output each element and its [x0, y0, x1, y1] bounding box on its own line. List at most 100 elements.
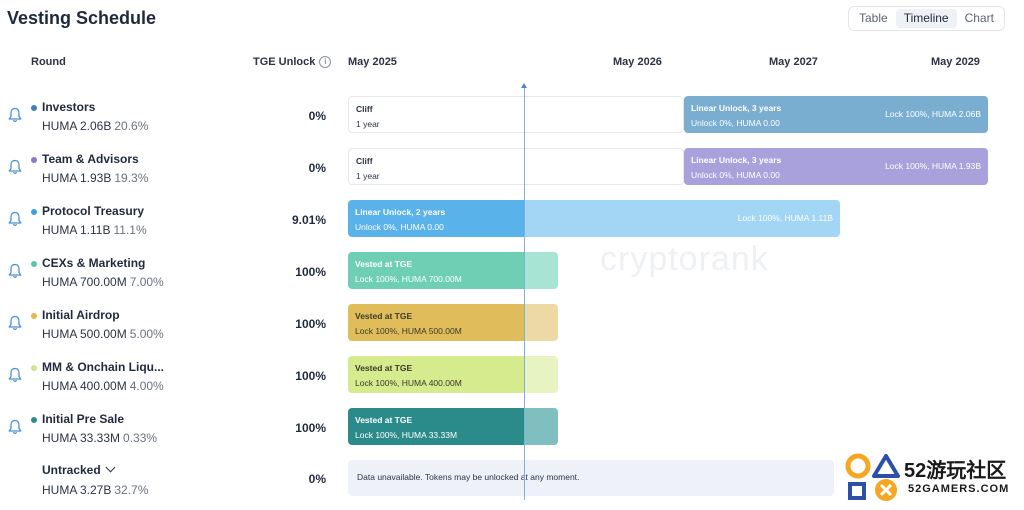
tge-unlock-label: TGE Unlock: [253, 56, 316, 68]
round-name: Initial Pre Sale: [42, 412, 125, 426]
round-amount: HUMA 2.06B 20.6%: [42, 119, 148, 133]
round-color-dot: [31, 313, 37, 319]
segment-subtitle: Lock 100%, HUMA 700.00M: [355, 274, 462, 284]
chevron-down-icon: [105, 462, 116, 473]
segment-lock-info: Lock 100%, HUMA 1.93B: [885, 161, 981, 171]
bell-icon[interactable]: [8, 263, 22, 279]
linear-unlock-segment[interactable]: Linear Unlock, 3 years Unlock 0%, HUMA 0.…: [684, 96, 988, 133]
vested-segment[interactable]: Vested at TGE Lock 100%, HUMA 400.00M: [348, 356, 558, 393]
tge-unlock-column-header: TGE Unlock i: [253, 56, 332, 68]
amount-percent: 5.00%: [129, 327, 164, 341]
amount-value: HUMA 500.00M: [42, 327, 127, 341]
page-title: Vesting Schedule: [7, 8, 157, 28]
tge-unlock-value: 0%: [308, 161, 326, 175]
bell-icon[interactable]: [8, 367, 22, 383]
amount-value: HUMA 33.33M: [42, 431, 121, 445]
bell-icon[interactable]: [8, 211, 22, 227]
vested-segment[interactable]: Vested at TGE Lock 100%, HUMA 700.00M: [348, 252, 558, 289]
logo-shapes-icon: [845, 453, 900, 501]
amount-value: HUMA 3.27B: [42, 483, 112, 497]
round-amount: HUMA 3.27B 32.7%: [42, 483, 148, 497]
linear-unlock-segment[interactable]: Linear Unlock, 2 years Unlock 0%, HUMA 0.…: [348, 200, 840, 237]
tge-unlock-value: 9.01%: [291, 213, 326, 227]
segment-subtitle: Lock 100%, HUMA 400.00M: [355, 378, 462, 388]
amount-percent: 7.00%: [129, 275, 164, 289]
amount-percent: 11.1%: [113, 223, 147, 237]
round-color-dot: [31, 209, 37, 215]
amount-value: HUMA 400.00M: [42, 379, 127, 393]
segment-subtitle: Unlock 0%, HUMA 0.00: [355, 222, 444, 232]
amount-percent: 4.00%: [129, 379, 164, 393]
tge-unlock-value: 100%: [295, 265, 326, 279]
round-name: Initial Airdrop: [42, 308, 120, 322]
amount-value: HUMA 1.11B: [42, 223, 111, 237]
segment-subtitle: Lock 100%, HUMA 33.33M: [355, 430, 458, 440]
vesting-row: CEXs & Marketing HUMA 700.00M 7.00% 100%: [0, 256, 1024, 308]
tge-unlock-value: 100%: [295, 421, 326, 435]
amount-percent: 19.3%: [114, 171, 149, 185]
round-column-header: Round: [31, 56, 66, 68]
round-name: CEXs & Marketing: [42, 256, 146, 270]
vesting-row: MM & Onchain Liqu... HUMA 400.00M 4.00% 100…: [0, 360, 1024, 412]
segment-title: Cliff: [356, 104, 373, 114]
today-marker-arrow-icon: [521, 83, 527, 88]
linear-unlock-segment[interactable]: Linear Unlock, 3 years Unlock 0%, HUMA 0.…: [684, 148, 988, 185]
round-name-text: Untracked: [42, 463, 101, 477]
vested-segment[interactable]: Vested at TGE Lock 100%, HUMA 500.00M: [348, 304, 558, 341]
vested-segment[interactable]: Vested at TGE Lock 100%, HUMA 33.33M: [348, 408, 558, 445]
segment-lock-info: Lock 100%, HUMA 1.11B: [737, 213, 833, 223]
round-name[interactable]: Untracked: [42, 462, 116, 477]
segment-title: Linear Unlock, 3 years: [691, 103, 782, 113]
site-logo: 52游玩社区 52GAMERS.COM: [844, 452, 1020, 504]
info-icon[interactable]: i: [319, 56, 332, 68]
view-option-timeline[interactable]: Timeline: [895, 9, 957, 28]
timeline-date-label: May 2025: [348, 56, 397, 68]
timeline-date-label: May 2027: [769, 56, 818, 68]
amount-value: HUMA 1.93B: [42, 171, 112, 185]
bell-icon[interactable]: [8, 419, 22, 435]
round-amount: HUMA 700.00M 7.00%: [42, 275, 164, 289]
amount-percent: 0.33%: [123, 431, 158, 445]
vesting-row: Protocol Treasury HUMA 1.11B 11.1% 9.01%: [0, 204, 1024, 256]
round-color-dot: [31, 105, 37, 111]
watermark-logo: cryptorank: [600, 240, 769, 279]
segment-title: Vested at TGE: [355, 415, 413, 425]
tge-unlock-value: 100%: [295, 369, 326, 383]
timeline-date-label: May 2029: [931, 56, 980, 68]
view-option-chart[interactable]: Chart: [964, 11, 994, 25]
segment-subtitle: Lock 100%, HUMA 500.00M: [355, 326, 462, 336]
bell-icon[interactable]: [8, 159, 22, 175]
amount-value: HUMA 2.06B: [42, 119, 112, 133]
round-name: Protocol Treasury: [42, 204, 145, 218]
round-name: MM & Onchain Liqu...: [42, 360, 164, 374]
view-toggle: Table Timeline Chart: [848, 6, 1005, 31]
segment-lock-info: Lock 100%, HUMA 2.06B: [885, 109, 981, 119]
segment-title: Vested at TGE: [355, 363, 413, 373]
view-option-table[interactable]: Table: [859, 11, 888, 25]
segment-title: Linear Unlock, 2 years: [355, 207, 446, 217]
tge-unlock-value: 100%: [295, 317, 326, 331]
round-amount: HUMA 400.00M 4.00%: [42, 379, 164, 393]
cliff-segment[interactable]: Cliff 1 year: [348, 148, 684, 185]
segment-title: Vested at TGE: [355, 311, 413, 321]
amount-value: HUMA 700.00M: [42, 275, 127, 289]
tge-unlock-value: 0%: [308, 109, 326, 123]
vesting-row: Team & Advisors HUMA 1.93B 19.3% 0%: [0, 152, 1024, 204]
logo-domain: 52GAMERS.COM: [908, 483, 1010, 495]
round-color-dot: [31, 261, 37, 267]
round-amount: HUMA 1.93B 19.3%: [42, 171, 148, 185]
amount-percent: 32.7%: [114, 483, 149, 497]
segment-title: Cliff: [356, 156, 373, 166]
segment-subtitle: Unlock 0%, HUMA 0.00: [691, 118, 780, 128]
round-color-dot: [31, 417, 37, 423]
vesting-row: Initial Pre Sale HUMA 33.33M 0.33% 100%: [0, 412, 1024, 464]
segment-subtitle: 1 year: [356, 171, 380, 181]
amount-percent: 20.6%: [114, 119, 149, 133]
segment-subtitle: 1 year: [356, 119, 380, 129]
cliff-segment[interactable]: Cliff 1 year: [348, 96, 684, 133]
bell-icon[interactable]: [8, 315, 22, 331]
watermark-text: cryptorank: [600, 240, 769, 278]
bell-icon[interactable]: [8, 107, 22, 123]
timeline-date-label: May 2026: [613, 56, 662, 68]
segment-subtitle: Unlock 0%, HUMA 0.00: [691, 170, 780, 180]
